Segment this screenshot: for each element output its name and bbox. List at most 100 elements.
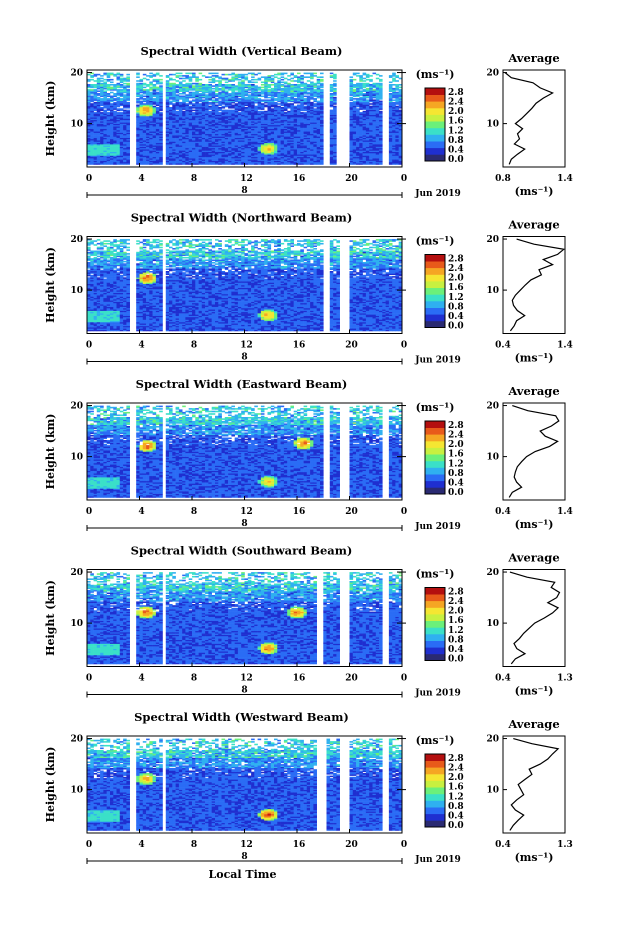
heatmap-cell <box>185 103 189 105</box>
heatmap-cell <box>215 93 219 95</box>
heatmap-cell <box>245 76 249 78</box>
heatmap-cell <box>208 106 212 108</box>
heatmap-cell <box>281 76 285 78</box>
heatmap-cell <box>179 93 183 95</box>
heatmap-cell <box>248 80 252 82</box>
heatmap-cell <box>294 84 298 86</box>
heatmap-cell <box>251 79 255 81</box>
heatmap-cell <box>176 80 180 82</box>
heatmap-cell <box>290 84 294 86</box>
heatmap-cell <box>146 75 150 77</box>
heatmap-cell <box>359 83 363 85</box>
heatmap-cell <box>212 78 216 80</box>
heatmap-cell <box>195 76 199 78</box>
heatmap-cell <box>320 73 324 75</box>
heatmap-cell <box>159 112 163 114</box>
heatmap-cell <box>156 87 160 89</box>
heatmap-cell <box>208 73 212 75</box>
heatmap-cell <box>94 74 98 76</box>
heatmap-cell <box>136 76 140 78</box>
heatmap-cell <box>350 76 354 78</box>
heatmap-cell <box>363 78 367 80</box>
heatmap-cell <box>182 111 186 113</box>
heatmap-cell <box>123 78 127 80</box>
heatmap-cell <box>215 84 219 86</box>
heatmap-cell <box>359 75 363 77</box>
heatmap-cell <box>192 92 196 94</box>
heatmap-cell <box>143 96 147 98</box>
heatmap-cell <box>261 76 265 78</box>
heatmap-cell <box>117 112 121 114</box>
heatmap-cell <box>172 74 176 76</box>
heatmap-cell <box>261 111 265 113</box>
heatmap-cell <box>169 107 173 109</box>
heatmap-cell <box>261 82 265 84</box>
heatmap-cell <box>261 99 265 101</box>
heatmap-cell <box>172 79 176 81</box>
heatmap-cell <box>287 111 291 113</box>
heatmap-cell <box>218 101 222 103</box>
heatmap-cell <box>212 99 216 101</box>
heatmap-cell <box>179 73 183 75</box>
heatmap-cell <box>179 102 183 104</box>
heatmap-cell <box>294 75 298 77</box>
heatmap-cell <box>113 98 117 100</box>
heatmap-cell <box>143 74 147 76</box>
heatmap-cell <box>353 89 357 91</box>
heatmap-cell <box>90 96 94 98</box>
heatmap-cell <box>225 110 229 112</box>
heatmap-cell <box>363 80 367 82</box>
heatmap-cell <box>363 83 367 85</box>
heatmap-cell <box>199 79 203 81</box>
heatmap-cell <box>317 85 321 87</box>
heatmap-cell <box>248 84 252 86</box>
heatmap-cell <box>254 85 258 87</box>
heatmap <box>87 73 402 165</box>
heatmap-cell <box>166 75 170 77</box>
heatmap-cell <box>107 84 111 86</box>
heatmap-cell <box>320 79 324 81</box>
heatmap-cell <box>287 103 291 105</box>
heatmap-cell <box>317 79 321 81</box>
heatmap-cell <box>264 105 268 107</box>
heatmap-cell <box>281 88 285 90</box>
heatmap-cell <box>245 107 249 109</box>
heatmap-cell <box>235 103 239 105</box>
heatmap-cell <box>153 79 157 81</box>
heatmap-cell <box>179 96 183 98</box>
heatmap-cell <box>254 106 258 108</box>
heatmap-cell <box>117 97 121 99</box>
heatmap-cell <box>126 83 130 85</box>
heatmap-cell <box>100 78 104 80</box>
heatmap-cell <box>192 103 196 105</box>
heatmap-cell <box>208 102 212 104</box>
heatmap-cell <box>231 110 235 112</box>
heatmap-cell <box>238 112 242 114</box>
heatmap-cell <box>113 74 117 76</box>
heatmap-cell <box>192 83 196 85</box>
heatmap-cell <box>277 92 281 94</box>
heatmap-cell <box>103 79 107 81</box>
heatmap-cell <box>136 73 140 75</box>
heatmap-cell <box>225 78 229 80</box>
panel-1: Spectral Width (Vertical Beam)1020Height… <box>44 44 573 199</box>
heatmap-cell <box>313 75 317 77</box>
heatmap-cell <box>271 108 275 110</box>
heatmap-cell <box>333 83 337 85</box>
heatmap-cell <box>117 73 121 75</box>
heatmap-cell <box>153 74 157 76</box>
heatmap-cell <box>231 105 235 107</box>
heatmap-cell <box>107 93 111 95</box>
heatmap-cell <box>274 98 278 100</box>
heatmap-cell <box>225 74 229 76</box>
heatmap-cell <box>192 112 196 114</box>
heatmap-cell <box>176 73 180 75</box>
heatmap-cell <box>192 110 196 112</box>
heatmap-cell <box>287 97 291 99</box>
heatmap-cell <box>110 96 114 98</box>
heatmap-cell <box>248 92 252 94</box>
heatmap-cell <box>176 84 180 86</box>
heatmap-cell <box>294 80 298 82</box>
heatmap-cell <box>192 99 196 101</box>
heatmap-cell <box>179 82 183 84</box>
